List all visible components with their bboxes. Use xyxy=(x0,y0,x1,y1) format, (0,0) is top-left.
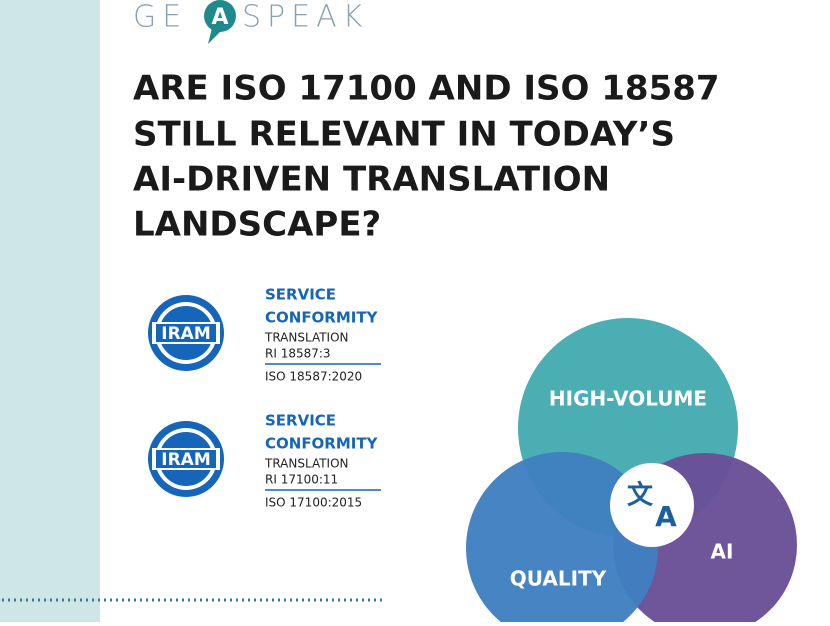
translate-icon-letter: A xyxy=(655,500,677,533)
seal-text: IRAM xyxy=(161,324,211,344)
badge-line: RI 18587:3 xyxy=(265,347,331,361)
side-strip xyxy=(0,0,100,622)
badge-line: TRANSLATION xyxy=(264,331,349,345)
title: ARE ISO 17100 AND ISO 18587 STILL RELEVA… xyxy=(133,69,720,245)
seal-text: IRAM xyxy=(161,450,211,470)
title-line: AI-DRIVEN TRANSLATION xyxy=(133,160,610,200)
venn-label: QUALITY xyxy=(510,567,607,591)
logo-bubble-tail xyxy=(208,28,222,44)
badge-heading: CONFORMITY xyxy=(265,309,379,327)
badge-heading: SERVICE xyxy=(265,412,336,430)
badge-line: ISO 17100:2015 xyxy=(265,496,362,510)
badges: IRAM SERVICE CONFORMITY TRANSLATION RI 18587… xyxy=(148,286,381,510)
venn-label: HIGH-VOLUME xyxy=(549,387,707,411)
badge-heading: SERVICE xyxy=(265,286,336,304)
title-line: LANDSCAPE? xyxy=(133,205,381,245)
logo-mark: A xyxy=(211,5,228,30)
title-line: ARE ISO 17100 AND ISO 18587 xyxy=(133,69,720,109)
venn-label: AI xyxy=(711,540,734,564)
translate-icon-glyph: 文 xyxy=(627,480,654,511)
badge-line: ISO 18587:2020 xyxy=(265,370,362,384)
translate-icon-bg xyxy=(610,463,694,547)
badge-heading: CONFORMITY xyxy=(265,435,379,453)
logo-right: SPEAK xyxy=(242,0,368,35)
badge-line: TRANSLATION xyxy=(264,457,349,471)
badge-line: RI 17100:11 xyxy=(265,473,338,487)
seal-band-box xyxy=(156,324,216,342)
logo-left: GE xyxy=(133,0,187,35)
logo-bubble xyxy=(204,0,236,32)
title-line: STILL RELEVANT IN TODAY’S xyxy=(133,115,675,155)
venn-left xyxy=(466,452,658,626)
seal-band-box xyxy=(156,450,216,468)
